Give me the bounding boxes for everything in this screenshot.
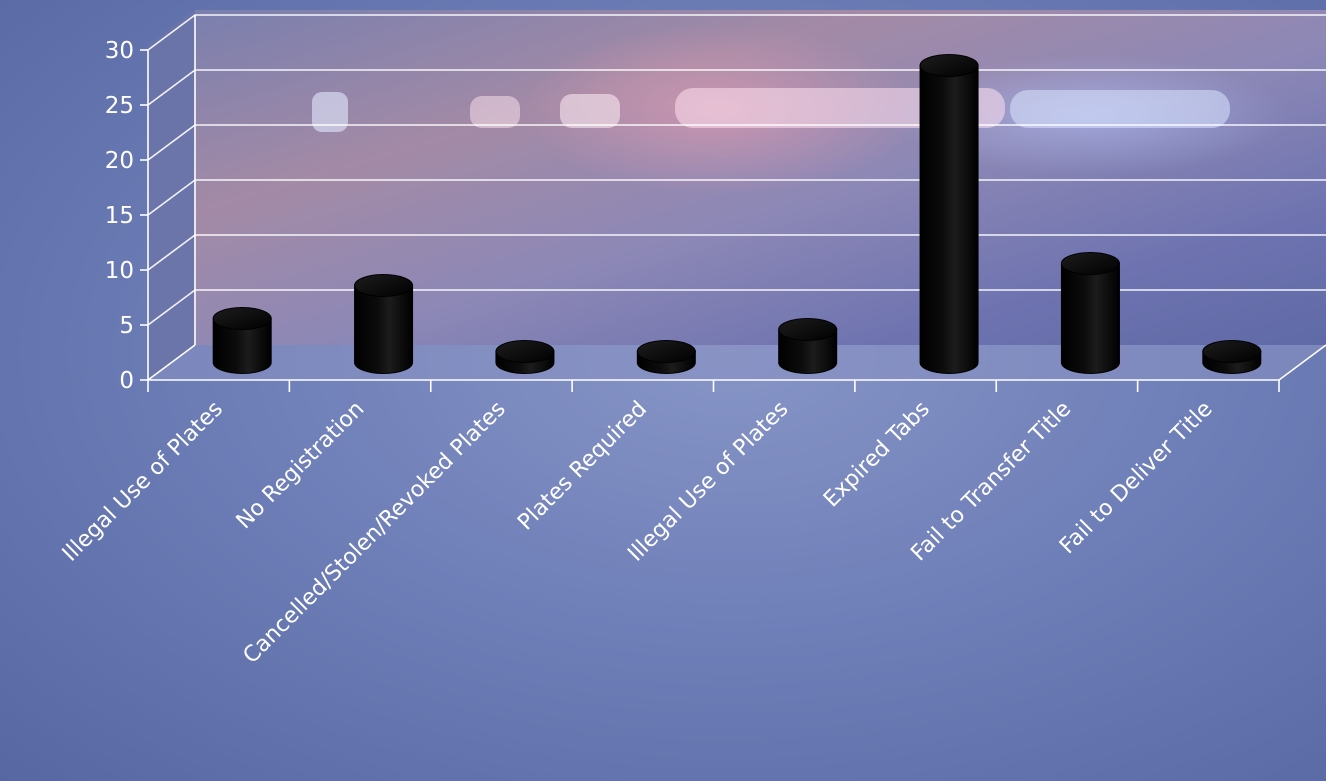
- light-streak-4: [470, 96, 520, 128]
- bar-body: [212, 318, 272, 374]
- bars: [212, 54, 1262, 374]
- bar-body: [1060, 263, 1120, 374]
- x-category-label: Fail to Deliver Title: [1055, 397, 1218, 560]
- light-streak-5: [560, 94, 620, 128]
- y-tick-label: 5: [119, 313, 134, 339]
- y-tick-label: 25: [105, 93, 134, 119]
- floor-left-edge: [147, 344, 196, 381]
- bar-top: [354, 274, 414, 297]
- bar: [212, 307, 272, 374]
- bar-top: [1202, 340, 1262, 363]
- bar: [919, 54, 979, 374]
- bar-top: [1060, 252, 1120, 275]
- axes: [140, 15, 1326, 392]
- x-category-label: Fail to Transfer Title: [906, 397, 1076, 567]
- floor: [148, 345, 1326, 380]
- x-category-label: Illegal Use of Plates: [623, 397, 793, 567]
- y-tick-label: 10: [105, 258, 134, 284]
- bar: [1202, 340, 1262, 374]
- y-tick-labels: 0 5 10 15 20 25 30: [105, 38, 134, 394]
- x-category-label: Plates Required: [513, 397, 652, 536]
- bar-top: [212, 307, 272, 330]
- x-category-label: Expired Tabs: [819, 397, 935, 513]
- y-tick-label: 20: [105, 148, 134, 174]
- y-tick-label: 30: [105, 38, 134, 64]
- y-tick-label: 15: [105, 203, 134, 229]
- bar-body: [778, 329, 838, 374]
- light-streak-3: [312, 92, 348, 132]
- bar-body: [919, 65, 979, 374]
- bar: [354, 274, 414, 374]
- chart-backdrop: [148, 10, 1326, 380]
- bar: [778, 318, 838, 374]
- bar-top: [778, 318, 838, 341]
- bar: [495, 340, 555, 374]
- x-category-label: No Registration: [232, 397, 370, 535]
- bar-body: [354, 285, 414, 374]
- x-category-label: Illegal Use of Plates: [58, 397, 228, 567]
- bar: [1060, 252, 1120, 374]
- x-category-labels: Illegal Use of Plates No RegistrationCanc…: [58, 397, 1218, 669]
- light-streak-2: [1010, 90, 1230, 128]
- x-category-label: Cancelled/Stolen/Revoked Plates: [239, 397, 511, 669]
- bar: [636, 340, 696, 374]
- bar-top: [919, 54, 979, 77]
- side-wall: [148, 10, 195, 380]
- y-tick-label: 0: [119, 368, 134, 394]
- bar-top: [495, 340, 555, 363]
- bar-top: [636, 340, 696, 363]
